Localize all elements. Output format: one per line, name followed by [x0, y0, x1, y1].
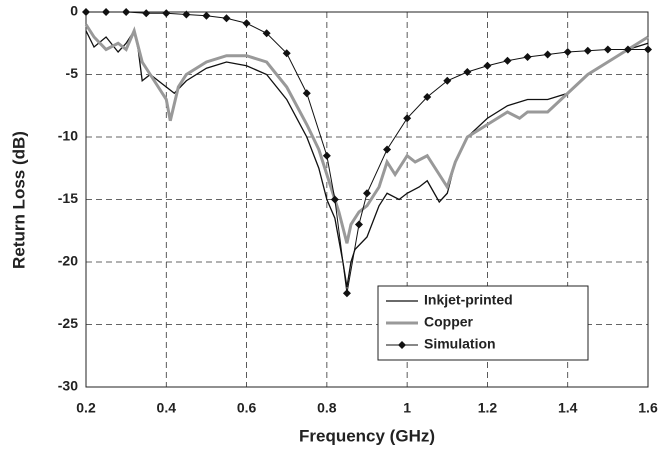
series-line: [84, 23, 649, 244]
x-axis-label: Frequency (GHz): [299, 426, 435, 445]
marker: [523, 53, 532, 61]
marker: [162, 9, 171, 18]
marker: [82, 8, 90, 16]
marker: [322, 151, 331, 160]
series-line: [86, 11, 648, 294]
x-tick-label: 0.8: [317, 400, 337, 416]
marker: [282, 49, 291, 58]
y-tick-label: -25: [58, 315, 78, 331]
marker: [202, 11, 211, 20]
marker: [383, 145, 392, 154]
marker: [423, 93, 432, 101]
marker: [182, 10, 191, 19]
marker: [302, 89, 311, 98]
legend-text: Copper: [424, 314, 474, 330]
marker: [363, 189, 371, 198]
x-tick-label: 1: [403, 400, 411, 416]
x-tick-label: 0.6: [237, 400, 257, 416]
y-axis-label: Return Loss (dB): [9, 131, 28, 269]
plot-frame: [85, 11, 649, 388]
marker: [623, 45, 632, 54]
y-tick-label: 0: [70, 3, 78, 19]
marker: [503, 56, 512, 65]
legend-text: Simulation: [424, 336, 496, 352]
marker: [563, 48, 572, 56]
x-tick-label: 0.2: [76, 400, 96, 416]
y-tick-label: -15: [58, 190, 78, 206]
marker: [342, 289, 351, 298]
y-tick-label: -30: [58, 378, 78, 394]
legend-text: Inkjet-printed: [424, 292, 513, 308]
marker: [583, 46, 592, 55]
x-tick-label: 1.2: [478, 400, 498, 416]
legend-marker: [398, 341, 406, 349]
marker: [102, 8, 111, 16]
marker: [242, 19, 251, 28]
marker: [354, 220, 363, 229]
marker: [483, 61, 492, 70]
x-tick-label: 1.6: [638, 400, 658, 416]
marker: [142, 9, 151, 18]
marker: [222, 14, 231, 23]
marker: [403, 114, 412, 123]
marker: [603, 45, 612, 54]
marker: [122, 8, 131, 16]
marker: [644, 45, 652, 54]
x-tick-label: 1.4: [558, 400, 578, 416]
y-tick-label: -5: [66, 65, 79, 81]
y-tick-label: -20: [58, 253, 78, 269]
marker: [262, 29, 271, 38]
x-tick-label: 0.4: [157, 400, 177, 416]
marker: [543, 50, 552, 59]
marker: [463, 68, 472, 76]
marker: [443, 76, 452, 85]
marker: [330, 195, 339, 204]
y-tick-label: -10: [58, 128, 78, 144]
series-line: [85, 29, 649, 288]
